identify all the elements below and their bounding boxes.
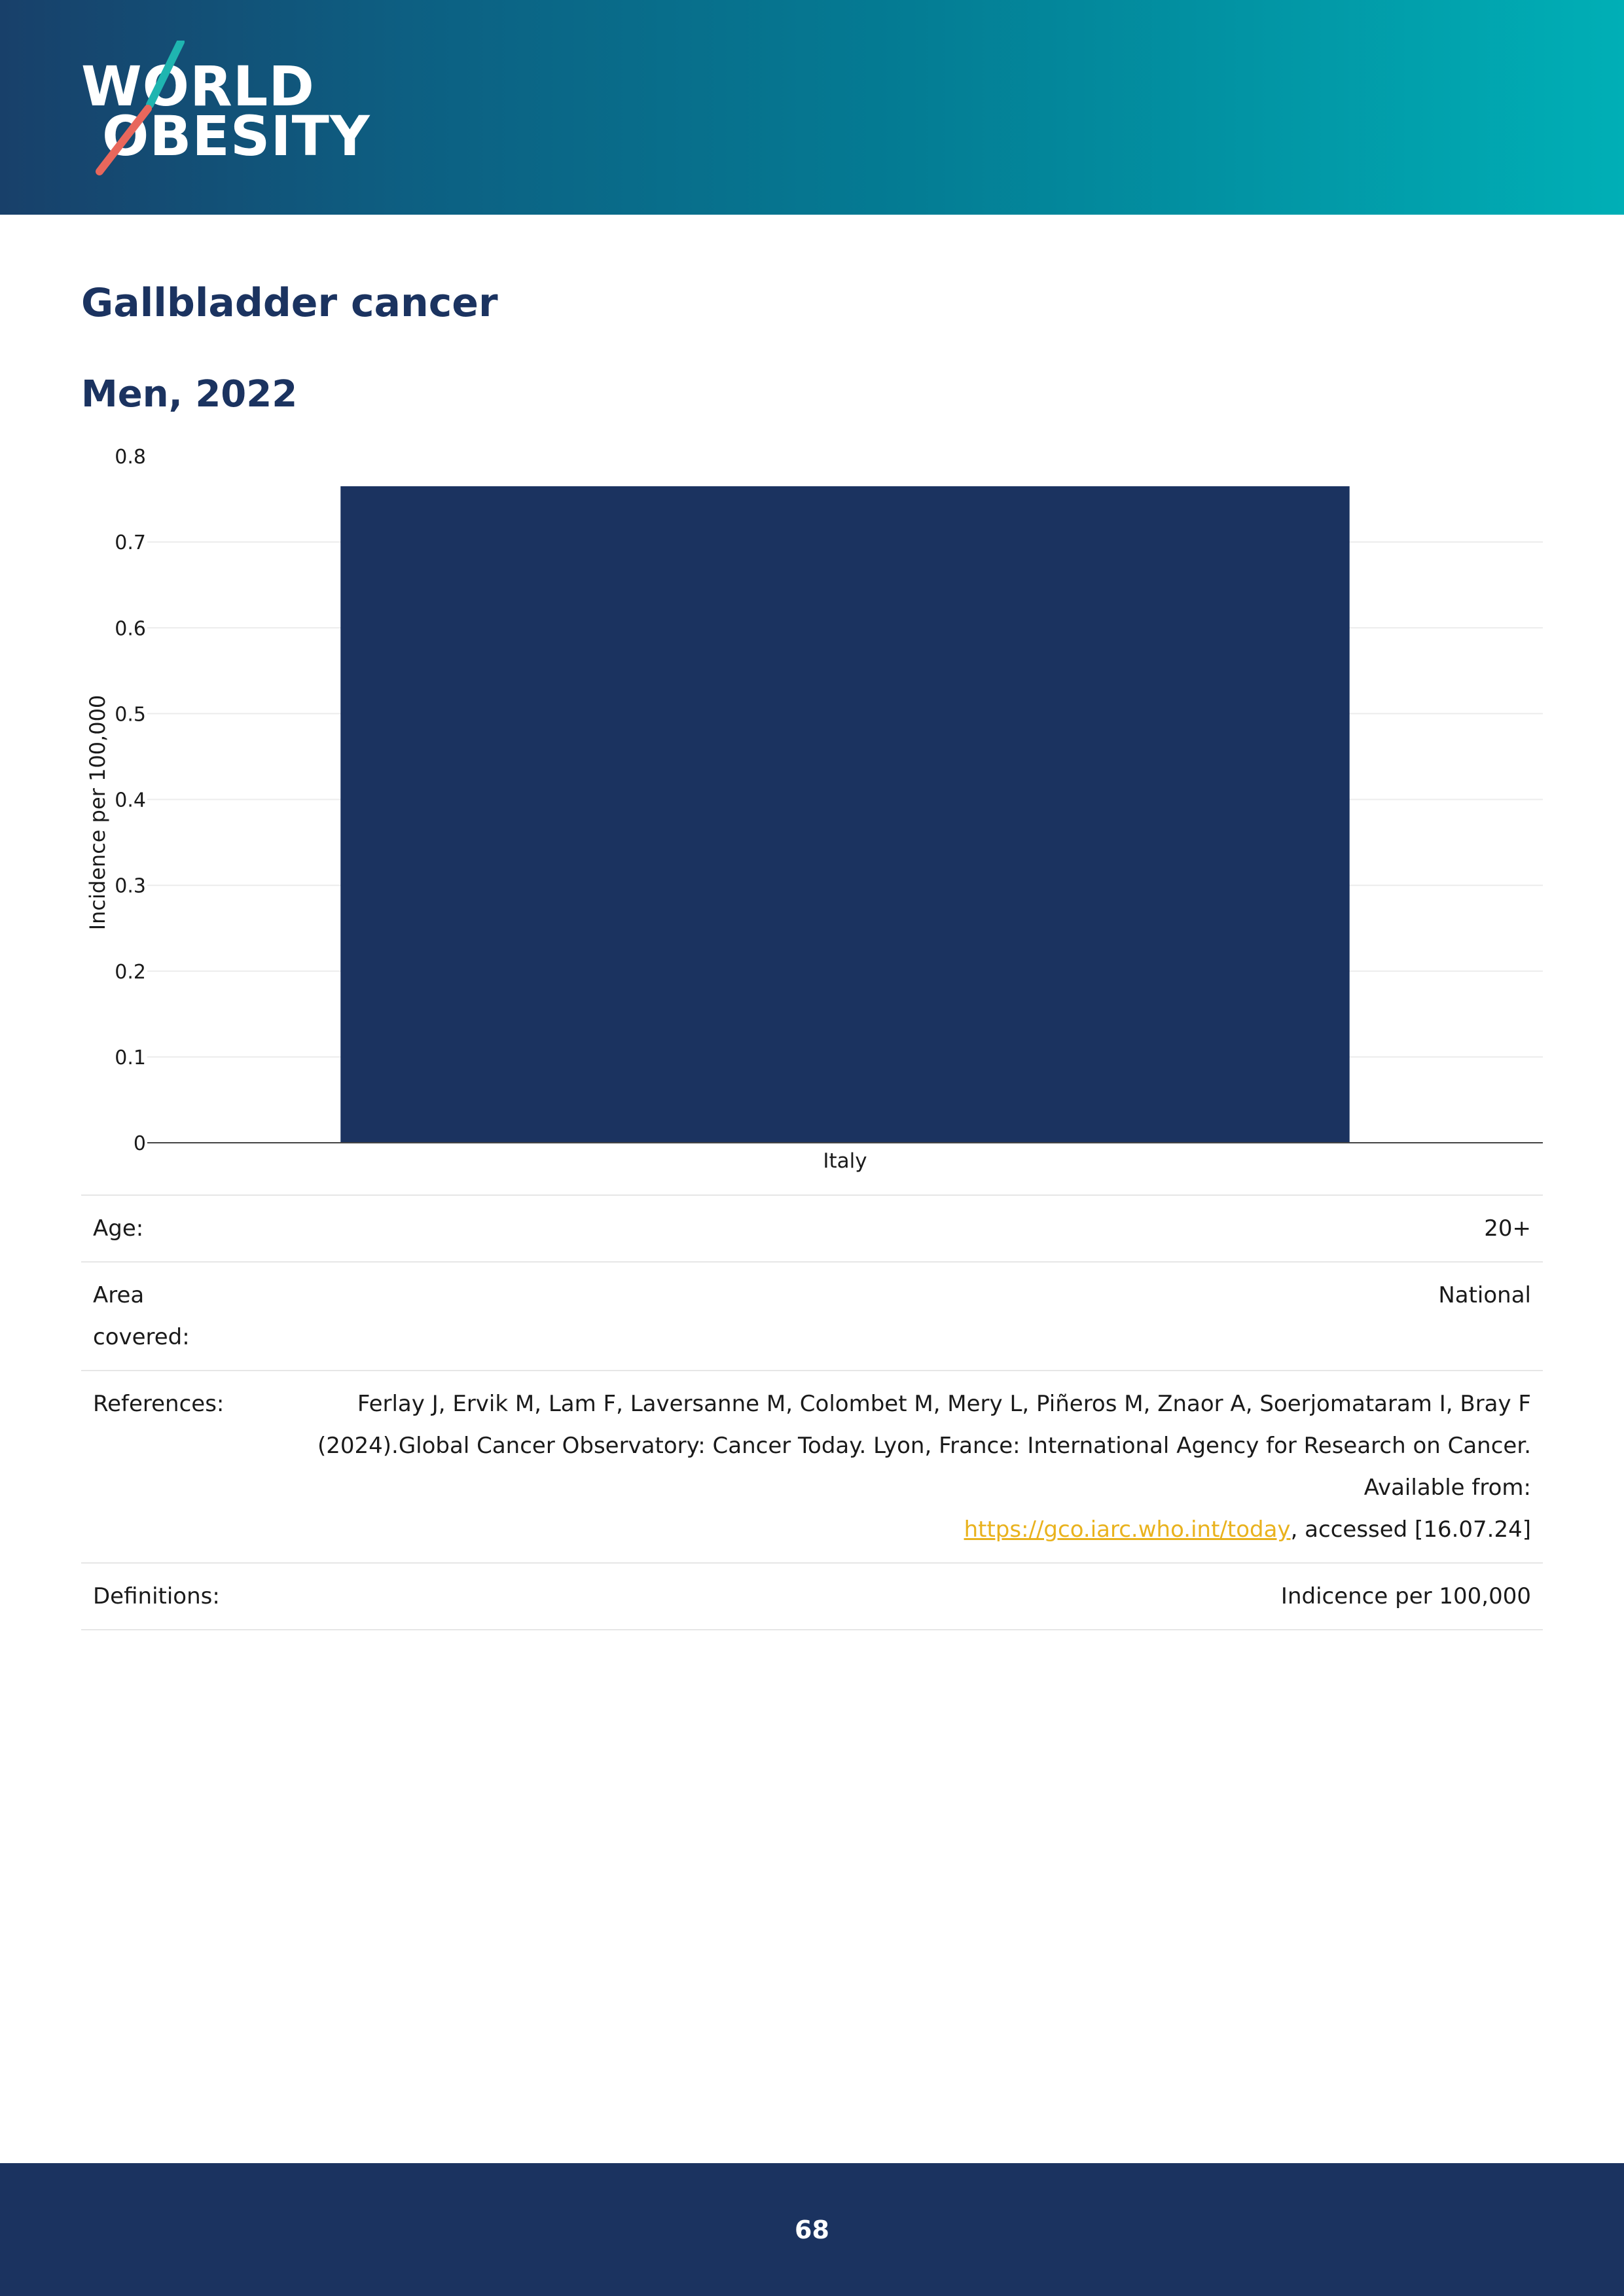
- area-label: Area covered:: [93, 1282, 190, 1350]
- area-row: Area covered: National: [81, 1261, 1543, 1371]
- y-axis-label: Incidence per 100,000: [85, 695, 110, 931]
- references-link[interactable]: https://gco.iarc.who.int/today: [964, 1516, 1291, 1543]
- age-value: 20+: [301, 1194, 1543, 1263]
- area-value: National: [301, 1261, 1543, 1371]
- y-tick-label: 0.5: [115, 703, 146, 726]
- age-label: Age:: [81, 1194, 301, 1263]
- y-tick-label: 0.7: [115, 531, 146, 554]
- page-title: Gallbladder cancer: [81, 280, 498, 326]
- page-header: WORLD OBESITY: [0, 0, 1624, 215]
- definitions-value: Indicence per 100,000: [301, 1562, 1543, 1630]
- y-tick-label: 0.6: [115, 617, 146, 640]
- x-tick-label: Italy: [823, 1149, 867, 1173]
- references-label: References:: [81, 1370, 301, 1564]
- references-suffix: , accessed [16.07.24]: [1290, 1516, 1531, 1543]
- definitions-label: Definitions:: [81, 1562, 301, 1630]
- page-footer: 68: [0, 2163, 1624, 2296]
- chart-bars: [340, 486, 1350, 1143]
- bar-italy: [340, 486, 1350, 1143]
- definitions-row: Definitions: Indicence per 100,000: [81, 1562, 1543, 1630]
- y-tick-label: 0.3: [115, 875, 146, 898]
- y-tick-label: 0.2: [115, 961, 146, 984]
- logo-line-obesity: OBESITY: [102, 104, 370, 168]
- logo-line-world: WORLD: [81, 54, 315, 118]
- world-obesity-logo: WORLD OBESITY: [81, 41, 370, 178]
- references-row: References: Ferlay J, Ervik M, Lam F, La…: [81, 1370, 1543, 1564]
- references-value: Ferlay J, Ervik M, Lam F, Laversanne M, …: [301, 1370, 1543, 1564]
- age-row: Age: 20+: [81, 1194, 1543, 1263]
- page-number: 68: [795, 2215, 829, 2244]
- info-table: Age: 20+ Area covered: National Referenc…: [81, 1194, 1543, 1630]
- y-tick-label: 0.8: [115, 446, 146, 469]
- y-tick-labels: 0 0.1 0.2 0.3 0.4 0.5 0.6 0.7 0.8: [115, 446, 146, 1155]
- y-tick-label: 0.4: [115, 789, 146, 812]
- logo-slash-icon: [96, 41, 185, 175]
- references-text: Ferlay J, Ervik M, Lam F, Laversanne M, …: [317, 1391, 1531, 1501]
- y-tick-label: 0.1: [115, 1047, 146, 1069]
- y-tick-label: 0: [134, 1132, 146, 1155]
- bar-chart: 0 0.1 0.2 0.3 0.4 0.5 0.6 0.7 0.8 Italy Incidenc…: [85, 446, 1543, 1173]
- x-tick-labels: Italy: [823, 1149, 867, 1173]
- chart-title: Men, 2022: [81, 373, 298, 416]
